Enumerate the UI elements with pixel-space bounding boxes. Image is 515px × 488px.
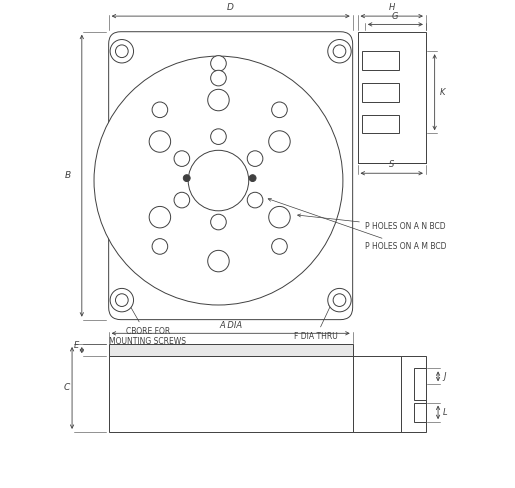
- Bar: [363, 115, 399, 133]
- Text: S: S: [389, 161, 394, 169]
- Circle shape: [183, 175, 190, 182]
- Circle shape: [269, 206, 290, 228]
- Text: CBORE FOR
MOUNTING SCREWS: CBORE FOR MOUNTING SCREWS: [109, 303, 186, 346]
- Circle shape: [149, 206, 170, 228]
- Circle shape: [211, 70, 226, 86]
- Circle shape: [152, 102, 168, 118]
- Text: H: H: [389, 3, 395, 12]
- Bar: [414, 403, 426, 422]
- Circle shape: [249, 175, 256, 182]
- Circle shape: [333, 45, 346, 58]
- Circle shape: [208, 250, 229, 272]
- Circle shape: [94, 56, 343, 305]
- Bar: [402, 356, 426, 432]
- Circle shape: [149, 131, 170, 152]
- Text: A DIA: A DIA: [219, 321, 242, 330]
- Circle shape: [115, 45, 128, 58]
- Circle shape: [110, 40, 133, 63]
- Circle shape: [208, 89, 229, 111]
- Circle shape: [271, 239, 287, 254]
- Text: K: K: [439, 88, 445, 97]
- Bar: [109, 356, 353, 432]
- Circle shape: [269, 131, 290, 152]
- Text: G: G: [392, 12, 399, 21]
- Bar: [363, 51, 399, 70]
- Bar: [109, 344, 353, 356]
- Text: D: D: [227, 3, 234, 12]
- Circle shape: [247, 192, 263, 208]
- Circle shape: [328, 288, 351, 312]
- Circle shape: [152, 239, 168, 254]
- Circle shape: [333, 294, 346, 306]
- Circle shape: [271, 102, 287, 118]
- Circle shape: [211, 56, 226, 71]
- Circle shape: [110, 288, 133, 312]
- Text: B: B: [65, 171, 71, 180]
- Circle shape: [174, 192, 190, 208]
- Circle shape: [115, 294, 128, 306]
- Circle shape: [211, 129, 226, 144]
- Circle shape: [247, 151, 263, 166]
- Circle shape: [174, 151, 190, 166]
- Text: E: E: [74, 341, 79, 350]
- Bar: [357, 32, 426, 163]
- Text: F DIA THRU: F DIA THRU: [294, 304, 338, 341]
- Text: L: L: [443, 408, 448, 417]
- Bar: [363, 83, 399, 102]
- Text: J: J: [443, 372, 445, 381]
- Text: C: C: [63, 384, 70, 392]
- Circle shape: [211, 214, 226, 230]
- Circle shape: [188, 150, 249, 211]
- Bar: [353, 356, 402, 432]
- Circle shape: [328, 40, 351, 63]
- Text: P HOLES ON A N BCD: P HOLES ON A N BCD: [298, 214, 445, 231]
- Bar: [414, 368, 426, 400]
- FancyBboxPatch shape: [109, 32, 353, 320]
- Text: P HOLES ON A M BCD: P HOLES ON A M BCD: [268, 198, 447, 251]
